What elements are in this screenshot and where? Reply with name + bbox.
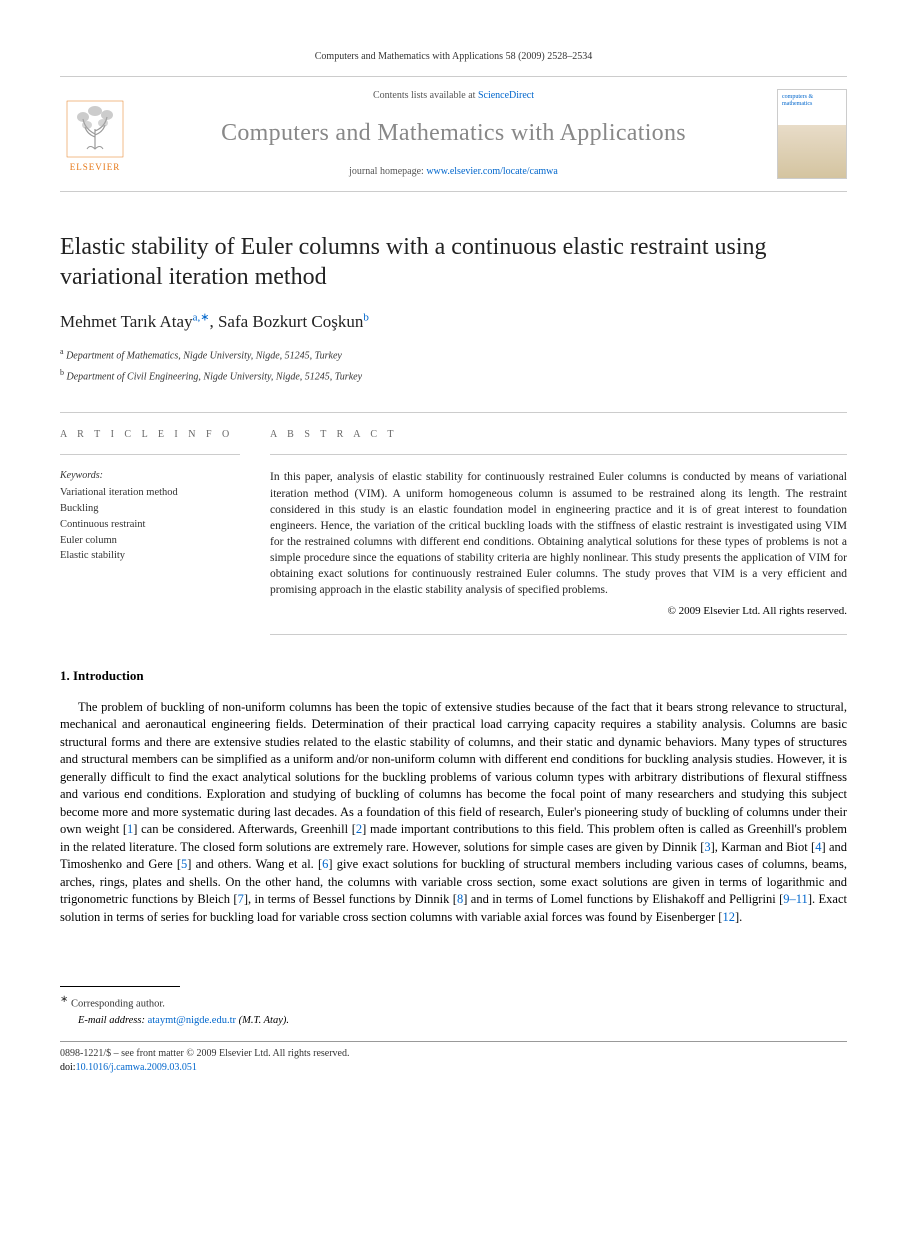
body-text-span: ], Karman and Biot [ bbox=[711, 840, 816, 854]
body-text-span: ], in terms of Bessel functions by Dinni… bbox=[244, 892, 457, 906]
article-info-heading: A R T I C L E I N F O bbox=[60, 428, 240, 455]
section-1-heading: 1. Introduction bbox=[60, 667, 847, 685]
journal-cover-thumbnail: computers & mathematics bbox=[777, 89, 847, 179]
author-2: Safa Bozkurt Coşkun bbox=[218, 312, 363, 331]
masthead: ELSEVIER Contents lists available at Sci… bbox=[60, 76, 847, 192]
issn-copyright-line: 0898-1221/$ – see front matter © 2009 El… bbox=[60, 1047, 847, 1061]
article-title: Elastic stability of Euler columns with … bbox=[60, 232, 847, 292]
footnote-separator bbox=[60, 986, 180, 987]
citation-link[interactable]: 9–11 bbox=[783, 892, 808, 906]
email-suffix: (M.T. Atay). bbox=[236, 1015, 289, 1026]
doi-label: doi: bbox=[60, 1062, 76, 1073]
email-line: E-mail address: ataymt@nigde.edu.tr (M.T… bbox=[78, 1014, 847, 1029]
body-text-span: ] and others. Wang et al. [ bbox=[187, 857, 322, 871]
keyword-item: Variational iteration method bbox=[60, 485, 240, 501]
affil-a-text: Department of Mathematics, Nigde Univers… bbox=[64, 350, 342, 361]
citation-header: Computers and Mathematics with Applicati… bbox=[60, 50, 847, 64]
author-2-affil-marker: b bbox=[363, 311, 369, 323]
homepage-link[interactable]: www.elsevier.com/locate/camwa bbox=[426, 166, 558, 177]
abstract-column: A B S T R A C T In this paper, analysis … bbox=[270, 428, 847, 634]
affil-b-text: Department of Civil Engineering, Nigde U… bbox=[64, 371, 362, 382]
author-1-affil-marker: a,∗ bbox=[193, 311, 210, 323]
contents-prefix: Contents lists available at bbox=[373, 90, 478, 101]
contents-available: Contents lists available at ScienceDirec… bbox=[145, 89, 762, 103]
email-link[interactable]: ataymt@nigde.edu.tr bbox=[148, 1015, 236, 1026]
body-text-span: ] and in terms of Lomel functions by Eli… bbox=[463, 892, 783, 906]
email-label: E-mail address: bbox=[78, 1015, 148, 1026]
abstract-heading: A B S T R A C T bbox=[270, 428, 847, 455]
keyword-item: Euler column bbox=[60, 533, 240, 549]
body-text-span: ]. bbox=[735, 910, 742, 924]
keyword-item: Continuous restraint bbox=[60, 517, 240, 533]
abstract-copyright: © 2009 Elsevier Ltd. All rights reserved… bbox=[270, 604, 847, 634]
cover-title-text: computers & mathematics bbox=[782, 94, 842, 107]
corr-text: Corresponding author. bbox=[68, 999, 165, 1010]
keyword-item: Elastic stability bbox=[60, 548, 240, 564]
body-text-span: The problem of buckling of non-uniform c… bbox=[60, 700, 847, 837]
homepage-line: journal homepage: www.elsevier.com/locat… bbox=[145, 165, 762, 179]
publisher-logo: ELSEVIER bbox=[60, 94, 130, 174]
journal-name: Computers and Mathematics with Applicati… bbox=[145, 117, 762, 151]
article-info-column: A R T I C L E I N F O Keywords: Variatio… bbox=[60, 428, 240, 634]
corresponding-author-note: ∗ Corresponding author. bbox=[60, 993, 847, 1012]
homepage-prefix: journal homepage: bbox=[349, 166, 426, 177]
citation-link[interactable]: 12 bbox=[722, 910, 735, 924]
intro-paragraph-1: The problem of buckling of non-uniform c… bbox=[60, 699, 847, 927]
affiliation-b: b Department of Civil Engineering, Nigde… bbox=[60, 367, 847, 384]
keywords-label: Keywords: bbox=[60, 469, 240, 483]
abstract-text: In this paper, analysis of elastic stabi… bbox=[270, 469, 847, 598]
author-list: Mehmet Tarık Ataya,∗, Safa Bozkurt Coşku… bbox=[60, 310, 847, 334]
author-separator: , bbox=[209, 312, 218, 331]
elsevier-tree-icon bbox=[65, 99, 125, 159]
bottom-rule: 0898-1221/$ – see front matter © 2009 El… bbox=[60, 1041, 847, 1075]
body-text-span: ] can be considered. Afterwards, Greenhi… bbox=[133, 822, 356, 836]
doi-link[interactable]: 10.1016/j.camwa.2009.03.051 bbox=[76, 1062, 197, 1073]
doi-line: doi:10.1016/j.camwa.2009.03.051 bbox=[60, 1061, 847, 1075]
sciencedirect-link[interactable]: ScienceDirect bbox=[478, 90, 534, 101]
publisher-name: ELSEVIER bbox=[70, 161, 121, 174]
author-1: Mehmet Tarık Atay bbox=[60, 312, 193, 331]
affiliation-a: a Department of Mathematics, Nigde Unive… bbox=[60, 346, 847, 363]
keyword-item: Buckling bbox=[60, 501, 240, 517]
